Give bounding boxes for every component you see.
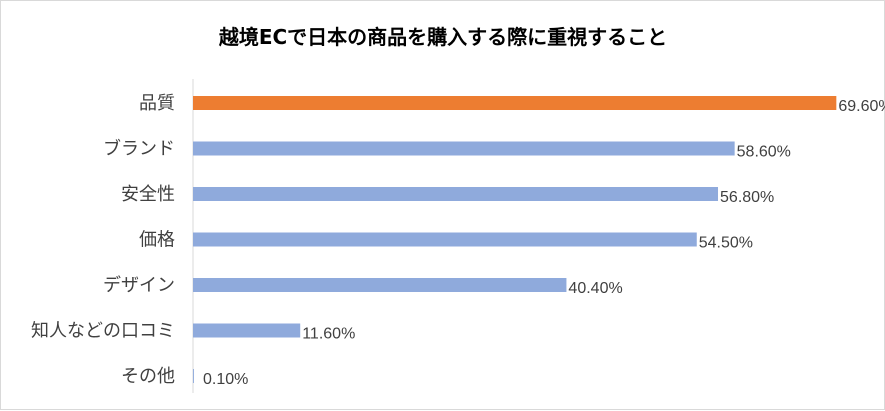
category-label-4: デザイン	[103, 275, 175, 296]
value-labels-group: 69.60% 58.60% 56.80% 54.50% 40.40% 11.60% 0.10…	[203, 98, 885, 388]
value-label-3: 54.50%	[699, 235, 753, 252]
value-label-5: 11.60%	[302, 326, 355, 343]
bar-3	[193, 232, 697, 247]
bar-1	[193, 141, 735, 156]
value-label-4: 40.40%	[568, 280, 622, 297]
category-label-1: ブランド	[103, 138, 175, 160]
value-label-0: 69.60%	[838, 98, 885, 115]
bar-2	[193, 187, 719, 201]
bar-0	[193, 96, 837, 110]
bar-6	[193, 369, 194, 383]
category-label-5: 知人などの口コミ	[31, 321, 175, 342]
chart-title: 越境ECで日本の商品を購入する際に重視すること	[218, 25, 667, 49]
value-label-2: 56.80%	[720, 189, 774, 206]
category-label-0: 品質	[139, 93, 175, 114]
value-label-1: 58.60%	[737, 144, 791, 161]
bar-5	[193, 323, 301, 338]
bar-4	[193, 278, 567, 292]
category-label-6: その他	[121, 366, 175, 387]
category-label-2: 安全性	[121, 184, 175, 205]
bars-group	[193, 96, 837, 383]
category-label-3: 価格	[139, 230, 175, 251]
value-label-6: 0.10%	[203, 371, 248, 388]
